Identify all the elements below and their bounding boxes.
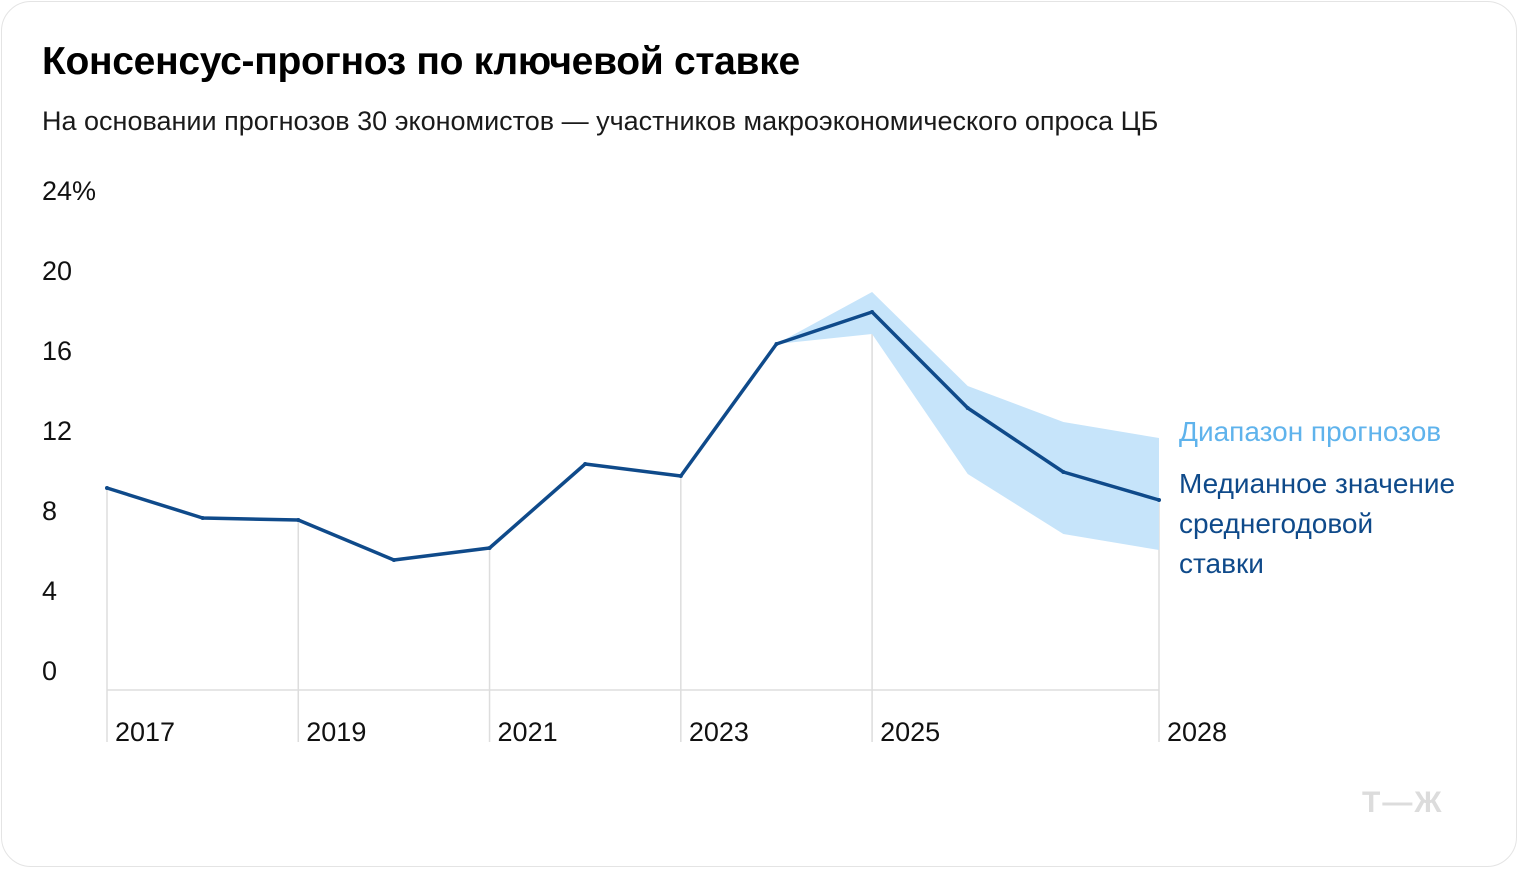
median-point-2018 bbox=[200, 516, 205, 520]
x-tick-label: 2023 bbox=[689, 717, 749, 747]
median-point-2019 bbox=[296, 518, 301, 522]
x-tick-label: 2028 bbox=[1167, 717, 1227, 747]
x-tick-label: 2019 bbox=[306, 717, 366, 747]
y-tick-label: 12 bbox=[42, 416, 72, 446]
y-tick-label: 8 bbox=[42, 496, 57, 526]
chart-title: Консенсус-прогноз по ключевой ставке bbox=[42, 40, 800, 83]
median-point-2022 bbox=[583, 462, 588, 466]
median-rate-line bbox=[105, 310, 1161, 562]
median-point-2028 bbox=[1157, 498, 1161, 502]
median-point-2026 bbox=[965, 406, 970, 410]
legend-median-line-1: Медианное значение bbox=[1179, 468, 1456, 499]
grid-layer bbox=[106, 312, 1160, 742]
y-tick-label: 20 bbox=[42, 256, 72, 286]
legend-range-label: Диапазон прогнозов bbox=[1179, 416, 1442, 447]
median-point-2020 bbox=[391, 558, 396, 562]
median-point-2023 bbox=[678, 474, 683, 478]
median-point-2024 bbox=[774, 342, 779, 346]
median-point-2025 bbox=[870, 310, 875, 314]
line-layer bbox=[105, 310, 1161, 562]
x-tick-label: 2017 bbox=[115, 717, 175, 747]
forecast-range-band bbox=[776, 292, 1159, 550]
median-point-2017 bbox=[105, 486, 109, 490]
y-tick-label: 0 bbox=[42, 656, 57, 686]
y-tick-label: 24% bbox=[42, 176, 96, 206]
tzh-logo: Т—Ж bbox=[1362, 786, 1444, 819]
legend-median-line-2: среднегодовой bbox=[1179, 508, 1374, 539]
y-axis: 0 4 8 12 16 20 24% bbox=[42, 176, 96, 686]
range-layer bbox=[776, 292, 1159, 550]
median-point-2027 bbox=[1061, 470, 1066, 474]
x-tick-label: 2021 bbox=[498, 717, 558, 747]
legend-median-line-3: ставки bbox=[1179, 548, 1264, 579]
y-tick-label: 16 bbox=[42, 336, 72, 366]
x-tick-label: 2025 bbox=[880, 717, 940, 747]
median-point-2021 bbox=[487, 546, 492, 550]
chart-subtitle: На основании прогнозов 30 экономистов — … bbox=[42, 106, 1159, 136]
legend-median-label: Медианное значение среднегодовой ставки bbox=[1179, 464, 1509, 584]
x-axis: 2017 2019 2021 2023 2025 2028 bbox=[115, 717, 1227, 747]
y-tick-label: 4 bbox=[42, 576, 57, 606]
